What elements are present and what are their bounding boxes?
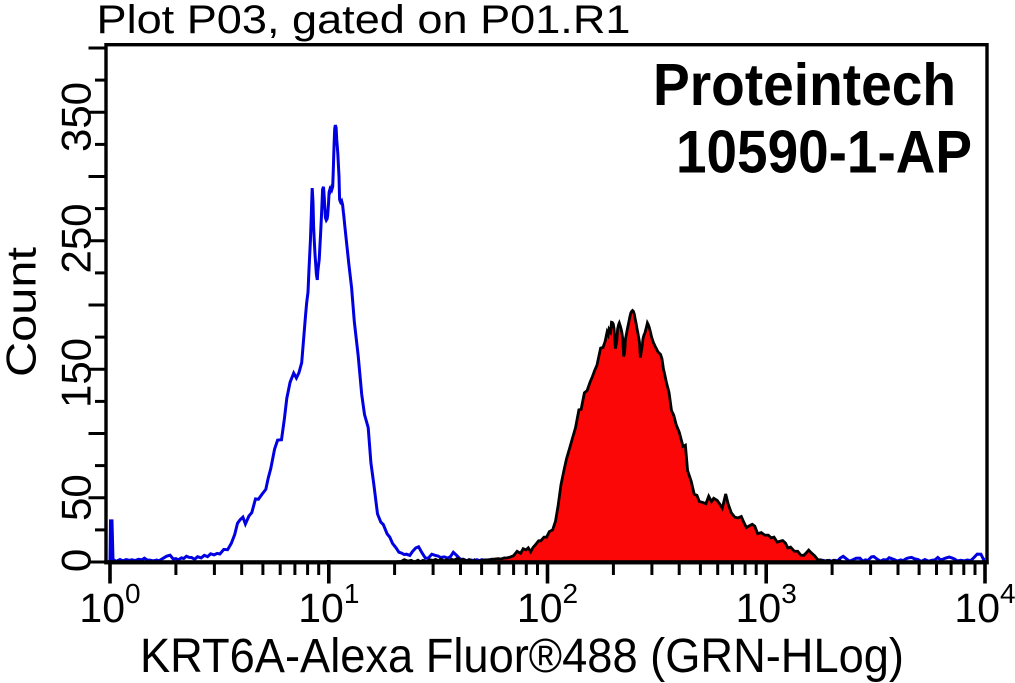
svg-text:0: 0 <box>53 549 100 572</box>
svg-text:KRT6A-Alexa Fluor®488 (GRN-HLo: KRT6A-Alexa Fluor®488 (GRN-HLog) <box>140 630 904 683</box>
svg-text:150: 150 <box>53 338 100 408</box>
svg-text:10590-1-AP: 10590-1-AP <box>676 117 972 185</box>
svg-text:Count: Count <box>0 247 45 377</box>
svg-text:50: 50 <box>53 474 100 521</box>
svg-text:350: 350 <box>53 82 100 152</box>
svg-text:250: 250 <box>53 203 100 273</box>
svg-text:Proteintech: Proteintech <box>653 52 956 118</box>
svg-text:Plot P03, gated on P01.R1: Plot P03, gated on P01.R1 <box>97 0 631 42</box>
svg-text:101: 101 <box>298 578 359 631</box>
svg-text:102: 102 <box>517 578 578 631</box>
